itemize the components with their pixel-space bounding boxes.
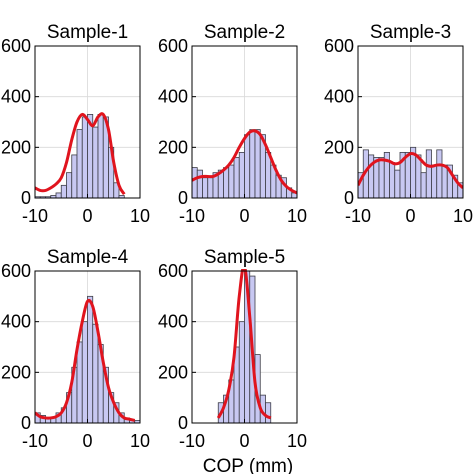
x-tick-label: 10: [130, 206, 150, 226]
histogram-bar: [207, 177, 214, 199]
histogram-bar: [87, 295, 94, 424]
histogram-bar: [228, 164, 235, 199]
y-tick-label: 600: [1, 36, 31, 56]
histogram-bar: [81, 116, 88, 199]
histogram-bar: [420, 172, 427, 199]
panel-title: Sample-3: [370, 22, 451, 43]
histogram-bar: [431, 164, 438, 199]
fit-curve: [35, 112, 126, 196]
fit-curve: [216, 269, 272, 420]
histogram-bar: [415, 154, 422, 199]
x-tick-label: 0: [239, 431, 249, 451]
fit-curve: [358, 152, 463, 189]
y-tick-label: 0: [178, 188, 188, 208]
y-tick-label: 400: [158, 87, 188, 107]
y-tick-label: 400: [1, 87, 31, 107]
histogram-bar: [76, 129, 83, 199]
y-tick-label: 600: [158, 261, 188, 281]
fit-curve: [192, 129, 297, 195]
x-tick-label: 10: [287, 206, 307, 226]
y-tick-label: 200: [158, 137, 188, 157]
y-tick-label: 200: [324, 137, 354, 157]
x-tick-label: 10: [287, 431, 307, 451]
figure-xlabel: COP (mm): [203, 456, 293, 474]
x-tick-label: 0: [82, 431, 92, 451]
histogram-bar: [404, 151, 411, 199]
histogram-bar: [254, 129, 261, 199]
y-tick-label: 0: [21, 413, 31, 433]
histogram-bar: [238, 321, 245, 424]
x-tick-label: -10: [22, 206, 48, 226]
y-tick-label: 600: [158, 36, 188, 56]
histogram-bar: [436, 149, 443, 199]
x-tick-label: 0: [239, 206, 249, 226]
panel-title: Sample-1: [47, 22, 128, 43]
x-tick-label: 10: [130, 431, 150, 451]
panel-title: Sample-4: [47, 247, 129, 268]
histogram-bar: [191, 167, 198, 199]
histogram-bar: [441, 164, 448, 199]
panel-title: Sample-5: [204, 247, 285, 268]
histogram-bar: [60, 184, 67, 199]
histogram-bar: [233, 157, 240, 199]
histogram-bar: [389, 162, 396, 199]
y-tick-label: 200: [158, 362, 188, 382]
histogram-bar: [92, 323, 99, 424]
x-tick-label: 0: [82, 206, 92, 226]
histogram-bar: [71, 154, 78, 199]
y-tick-label: 400: [1, 312, 31, 332]
x-tick-label: -10: [179, 431, 205, 451]
histogram-bar: [244, 134, 251, 199]
y-tick-label: 0: [344, 188, 354, 208]
y-tick-label: 400: [158, 312, 188, 332]
y-tick-label: 600: [1, 261, 31, 281]
histogram-bar: [92, 126, 99, 199]
histogram-bar: [76, 341, 83, 424]
y-tick-label: 600: [324, 36, 354, 56]
histogram-bar: [55, 192, 62, 199]
fit-curve: [35, 298, 136, 422]
x-tick-label: 10: [453, 206, 473, 226]
histogram-bar: [249, 129, 256, 199]
histogram-bar: [196, 169, 203, 199]
x-tick-label: 0: [405, 206, 415, 226]
y-tick-label: 200: [1, 137, 31, 157]
histogram-bar: [425, 149, 432, 199]
histogram-bar: [394, 169, 401, 199]
histogram-bar: [66, 172, 73, 199]
x-tick-label: -10: [179, 206, 205, 226]
histogram-bar: [378, 157, 385, 199]
y-tick-label: 0: [178, 413, 188, 433]
x-tick-label: -10: [22, 431, 48, 451]
x-tick-label: -10: [345, 206, 371, 226]
histogram-bar: [265, 402, 272, 424]
y-tick-label: 400: [324, 87, 354, 107]
histogram-bar: [238, 151, 245, 199]
y-tick-label: 200: [1, 362, 31, 382]
histogram-bar: [223, 167, 230, 199]
histogram-bar: [97, 114, 104, 199]
y-tick-label: 0: [21, 188, 31, 208]
histogram-bar: [81, 321, 88, 424]
histogram-bar: [202, 177, 209, 199]
panel-title: Sample-2: [204, 22, 285, 43]
